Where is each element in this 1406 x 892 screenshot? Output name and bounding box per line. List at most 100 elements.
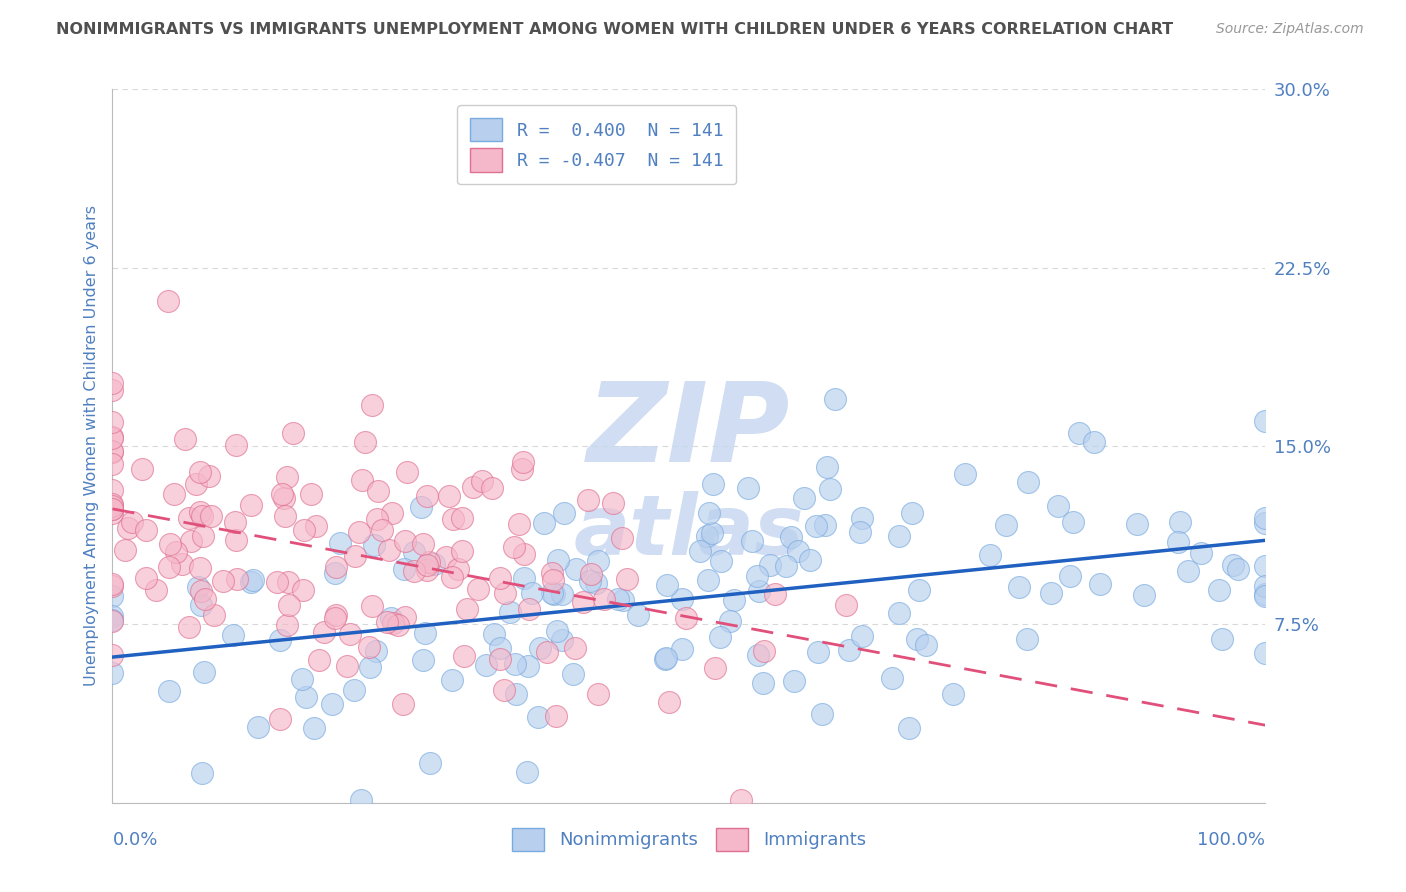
Point — [418, 555, 440, 569]
Point — [586, 688, 609, 702]
Point — [422, 557, 444, 571]
Point — [759, 558, 782, 572]
Point — [239, 498, 262, 512]
Point — [793, 491, 815, 506]
Point — [367, 484, 389, 499]
Point — [157, 560, 180, 574]
Point — [942, 687, 965, 701]
Point — [748, 583, 770, 598]
Point — [551, 633, 574, 648]
Point — [610, 532, 633, 546]
Point — [305, 519, 328, 533]
Point — [571, 595, 593, 609]
Point — [602, 496, 624, 510]
Point — [1211, 632, 1233, 647]
Point — [101, 430, 124, 444]
Point — [101, 501, 124, 516]
Point — [512, 455, 534, 469]
Point — [838, 642, 860, 657]
Point — [1168, 516, 1191, 530]
Point — [994, 518, 1017, 533]
Point — [114, 543, 136, 558]
Point — [269, 712, 291, 726]
Point — [1126, 516, 1149, 531]
Point — [159, 537, 181, 551]
Point — [505, 657, 527, 671]
Point — [741, 533, 763, 548]
Point — [191, 765, 214, 780]
Point — [274, 509, 297, 524]
Text: atlas: atlas — [574, 491, 804, 572]
Point — [187, 580, 209, 594]
Point — [364, 644, 387, 658]
Point — [1059, 569, 1081, 583]
Point — [752, 676, 775, 690]
Point — [529, 640, 551, 655]
Point — [1254, 516, 1277, 530]
Point — [190, 584, 212, 599]
Point — [593, 592, 616, 607]
Point — [512, 547, 534, 561]
Point — [314, 624, 336, 639]
Point — [191, 509, 214, 524]
Point — [308, 653, 330, 667]
Point — [101, 579, 124, 593]
Point — [752, 644, 775, 658]
Point — [336, 659, 359, 673]
Point — [475, 658, 498, 673]
Point — [488, 571, 510, 585]
Point — [1067, 426, 1090, 441]
Point — [378, 543, 401, 558]
Point — [440, 673, 463, 688]
Point — [350, 473, 373, 487]
Point — [343, 683, 366, 698]
Point — [1017, 475, 1039, 489]
Point — [387, 618, 409, 632]
Point — [489, 641, 512, 656]
Point — [416, 563, 439, 577]
Point — [1047, 499, 1070, 513]
Point — [446, 562, 468, 576]
Point — [730, 793, 752, 807]
Point — [197, 469, 219, 483]
Point — [718, 614, 741, 628]
Point — [1007, 580, 1029, 594]
Point — [889, 529, 911, 543]
Point — [586, 554, 609, 568]
Point — [291, 672, 314, 686]
Point — [225, 572, 247, 586]
Point — [671, 591, 693, 606]
Point — [135, 572, 157, 586]
Point — [412, 537, 434, 551]
Point — [543, 587, 565, 601]
Point — [101, 445, 124, 459]
Y-axis label: Unemployment Among Women with Children Under 6 years: Unemployment Among Women with Children U… — [83, 205, 98, 687]
Point — [157, 294, 180, 309]
Point — [585, 576, 607, 591]
Point — [1040, 585, 1063, 599]
Point — [394, 533, 416, 548]
Point — [101, 415, 124, 429]
Point — [804, 518, 827, 533]
Point — [353, 435, 375, 450]
Point — [626, 608, 648, 623]
Point — [101, 444, 124, 458]
Point — [177, 620, 200, 634]
Point — [276, 618, 298, 632]
Point — [815, 459, 838, 474]
Point — [499, 605, 522, 619]
Point — [508, 516, 530, 531]
Point — [519, 601, 541, 615]
Point — [101, 506, 124, 520]
Point — [271, 487, 294, 501]
Point — [616, 572, 638, 586]
Point — [882, 671, 904, 685]
Point — [704, 661, 727, 675]
Point — [294, 690, 316, 704]
Point — [194, 591, 217, 606]
Point — [441, 512, 464, 526]
Point — [121, 515, 143, 529]
Point — [908, 582, 931, 597]
Point — [321, 698, 343, 712]
Point — [222, 628, 245, 642]
